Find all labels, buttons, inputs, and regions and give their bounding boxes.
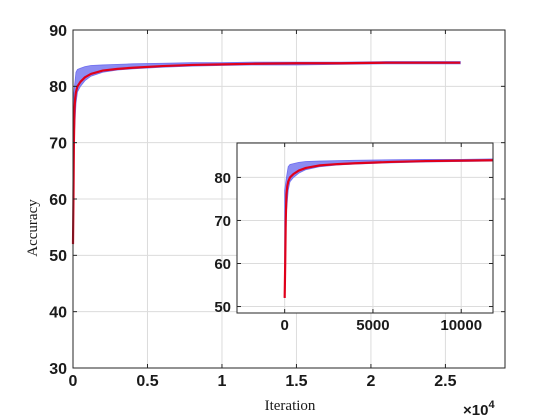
x-axis-multiplier-base: ×10 [463, 402, 488, 419]
inset-plot-background [237, 143, 493, 313]
main-y-tick-label-4: 70 [49, 135, 67, 152]
main-variance-band [72, 61, 461, 245]
inset-plot: 0 5000 10000 50 60 70 80 [214, 142, 494, 334]
inset-x-tick-label-1: 5000 [356, 317, 389, 334]
main-y-tick-label-3: 60 [49, 192, 67, 209]
main-y-tick-label-5: 80 [49, 79, 67, 96]
inset-y-tick-label-1: 60 [214, 256, 231, 273]
x-axis-label: Iteration [265, 398, 316, 414]
main-y-tick-label-1: 40 [49, 304, 67, 321]
main-x-tick-label-1: 0.5 [136, 373, 158, 390]
main-y-tick-label-0: 30 [49, 361, 67, 378]
main-x-tick-label-0: 0 [69, 373, 78, 390]
main-y-tick-label-2: 50 [49, 248, 67, 265]
main-x-tick-label-3: 1.5 [285, 373, 307, 390]
y-axis-label: Accuracy [25, 199, 41, 257]
inset-mean-line [283, 159, 494, 298]
inset-y-tick-label-3: 80 [214, 170, 231, 187]
inset-y-tick-label-2: 70 [214, 213, 231, 230]
inset-axes-frame [236, 142, 494, 314]
inset-x-tick-label-0: 0 [280, 317, 288, 334]
x-axis-multiplier-exponent: 4 [488, 399, 495, 411]
main-mean-line [71, 61, 461, 245]
main-x-tick-label-2: 1 [218, 373, 227, 390]
x-axis-multiplier: ×104 [463, 399, 495, 419]
main-plot: 0 0.5 1 1.5 2 2.5 30 40 50 60 70 80 90 [49, 23, 506, 390]
inset-x-tick-label-2: 10000 [440, 317, 482, 334]
main-x-tick-label-5: 2.5 [434, 373, 456, 390]
main-x-tick-label-4: 2 [366, 373, 375, 390]
main-y-tick-label-6: 90 [49, 23, 67, 40]
inset-y-tick-label-0: 50 [214, 299, 231, 316]
